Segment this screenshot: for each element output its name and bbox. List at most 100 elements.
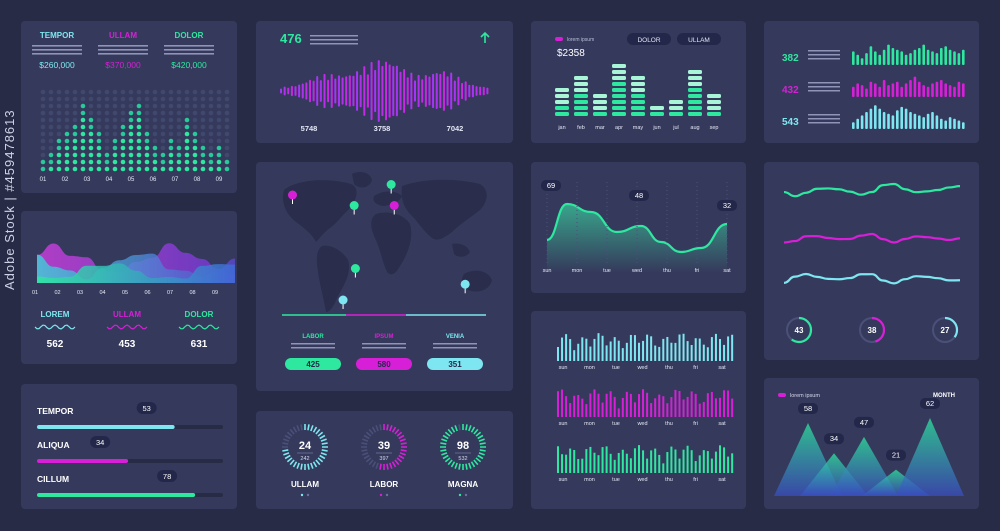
- dot: [40, 159, 46, 165]
- gauge-tick: [473, 459, 479, 466]
- bar: [577, 343, 580, 361]
- dot: [152, 117, 158, 123]
- dot: [200, 124, 206, 130]
- kpi-note-line: [310, 35, 358, 37]
- map-pin: [338, 295, 348, 305]
- wave-bar: [410, 72, 413, 110]
- bar: [585, 338, 588, 361]
- gauge-tick: [477, 434, 484, 440]
- mini-bar: [935, 115, 939, 129]
- map-pin: [460, 279, 470, 289]
- gauge-tick: [361, 449, 368, 452]
- mini-bar: [860, 85, 864, 97]
- dot: [64, 145, 70, 151]
- gauge-tick: [478, 452, 485, 456]
- dot: [176, 131, 182, 137]
- bar-segment: [574, 100, 588, 104]
- wave-bar: [388, 64, 391, 118]
- gauge-tick: [478, 438, 485, 442]
- gauge-tick: [296, 462, 300, 469]
- bar: [585, 404, 588, 417]
- dot: [104, 152, 110, 158]
- dot: [80, 103, 86, 109]
- dot: [88, 166, 94, 172]
- dot: [112, 131, 118, 137]
- bar: [581, 337, 584, 361]
- tick-label: tue: [603, 268, 611, 274]
- dot: [48, 138, 54, 144]
- gauge-tick: [399, 452, 406, 456]
- gauge-tick: [284, 454, 291, 460]
- bar: [719, 338, 721, 361]
- wave-bar: [348, 75, 351, 107]
- bar: [678, 458, 681, 473]
- wave-bar: [482, 86, 485, 96]
- bar: [723, 344, 726, 361]
- gauge-tick: [477, 454, 484, 460]
- dot: [160, 124, 166, 130]
- tick-label: may: [633, 125, 644, 131]
- gauge-tick: [362, 452, 369, 456]
- dot: [40, 145, 46, 151]
- dot: [120, 117, 126, 123]
- bar-segment: [612, 82, 626, 86]
- bar: [658, 394, 661, 417]
- gauge-tick: [300, 424, 303, 431]
- land-shape: [452, 243, 470, 257]
- bar: [698, 403, 701, 417]
- dot: [176, 152, 182, 158]
- gauge-tick: [441, 452, 448, 456]
- dot: [48, 131, 54, 137]
- dot: [120, 110, 126, 116]
- tick-label: 03: [84, 177, 91, 183]
- dot: [200, 131, 206, 137]
- mini-bar: [904, 54, 908, 65]
- note-line: [433, 343, 477, 345]
- gauge-tick: [289, 459, 295, 466]
- data-label: 47: [860, 418, 868, 427]
- header-label: ULLAM: [109, 31, 137, 40]
- dot: [56, 138, 62, 144]
- gauge-tick: [315, 428, 321, 435]
- wave-bar: [294, 86, 297, 96]
- dot: [184, 110, 190, 116]
- dot: [80, 124, 86, 130]
- gauge-value: 24: [299, 440, 312, 452]
- dot: [80, 131, 86, 137]
- gauge-tick: [479, 449, 486, 452]
- mini-bar: [852, 86, 855, 97]
- dot: [184, 103, 190, 109]
- gauge-tick: [320, 452, 327, 456]
- dot: [72, 138, 78, 144]
- bar: [650, 403, 653, 417]
- dot: [208, 166, 214, 172]
- series-value: 580: [377, 360, 391, 369]
- wave-bar: [413, 80, 416, 102]
- bar-segment: [555, 94, 569, 98]
- bar: [650, 336, 653, 361]
- dot: [56, 145, 62, 151]
- gauge-label: LABOR: [370, 480, 399, 489]
- gauge-tick: [396, 431, 403, 437]
- bar: [561, 389, 564, 417]
- dot: [48, 117, 54, 123]
- dot: [208, 89, 214, 95]
- bar: [638, 445, 640, 473]
- bar: [573, 350, 576, 361]
- dot: [96, 152, 102, 158]
- tick-label: sun: [543, 268, 552, 274]
- kpi-sparkline: [106, 324, 148, 330]
- gauge-tick: [365, 457, 372, 463]
- dot: [96, 138, 102, 144]
- bar-segment: [688, 100, 702, 104]
- mini-bar: [922, 117, 925, 129]
- dot: [104, 103, 110, 109]
- tick-label: 06: [150, 177, 157, 183]
- dot: [96, 166, 102, 172]
- gauge-tick: [444, 457, 451, 463]
- mini-bar: [953, 51, 956, 65]
- bar: [666, 336, 669, 361]
- dot: [152, 166, 158, 172]
- dot: [120, 138, 126, 144]
- dot: [96, 103, 102, 109]
